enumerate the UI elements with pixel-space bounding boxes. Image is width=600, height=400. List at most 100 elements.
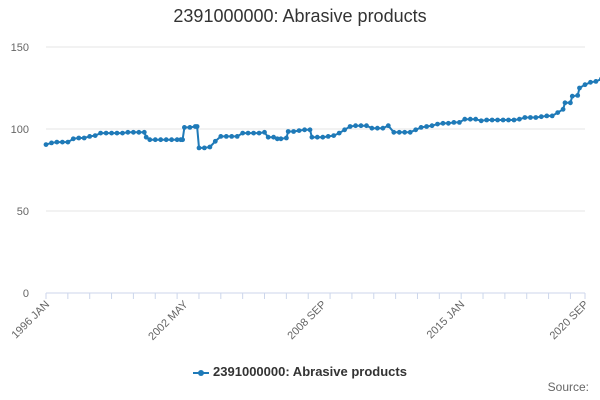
- data-point[interactable]: [291, 129, 296, 134]
- data-point[interactable]: [435, 121, 440, 127]
- data-point[interactable]: [380, 125, 386, 131]
- data-point[interactable]: [500, 117, 506, 123]
- data-point[interactable]: [109, 130, 114, 136]
- data-point[interactable]: [54, 139, 60, 145]
- data-point[interactable]: [385, 123, 391, 129]
- data-point[interactable]: [284, 135, 289, 141]
- data-point[interactable]: [424, 124, 429, 129]
- data-point[interactable]: [245, 130, 251, 136]
- data-point[interactable]: [342, 127, 347, 133]
- data-point[interactable]: [120, 130, 125, 136]
- data-point[interactable]: [229, 134, 235, 139]
- data-point[interactable]: [489, 117, 495, 123]
- data-point[interactable]: [588, 79, 593, 85]
- data-point[interactable]: [569, 93, 575, 99]
- data-point[interactable]: [517, 116, 522, 122]
- data-point[interactable]: [296, 128, 302, 134]
- data-point[interactable]: [402, 129, 408, 135]
- data-point[interactable]: [212, 138, 218, 144]
- data-point[interactable]: [218, 134, 224, 139]
- data-point[interactable]: [302, 127, 307, 133]
- data-point[interactable]: [131, 129, 136, 135]
- data-point[interactable]: [347, 124, 353, 129]
- data-point[interactable]: [336, 130, 342, 136]
- data-point[interactable]: [555, 110, 561, 115]
- data-point[interactable]: [473, 116, 479, 122]
- data-point[interactable]: [262, 129, 267, 135]
- data-point[interactable]: [103, 130, 109, 136]
- data-point[interactable]: [484, 117, 490, 123]
- data-point[interactable]: [202, 145, 207, 151]
- data-point[interactable]: [314, 134, 320, 140]
- data-point[interactable]: [98, 130, 103, 136]
- data-point[interactable]: [125, 129, 131, 135]
- data-point[interactable]: [522, 115, 528, 120]
- data-point[interactable]: [60, 139, 65, 145]
- data-point[interactable]: [593, 79, 599, 84]
- data-point[interactable]: [152, 137, 158, 143]
- data-point[interactable]: [467, 116, 473, 122]
- data-point[interactable]: [358, 123, 364, 129]
- data-point[interactable]: [65, 139, 71, 145]
- data-point[interactable]: [353, 123, 358, 129]
- data-point[interactable]: [143, 134, 149, 140]
- data-point[interactable]: [180, 137, 186, 143]
- data-point[interactable]: [457, 120, 462, 125]
- data-point[interactable]: [240, 130, 246, 136]
- data-point[interactable]: [568, 100, 573, 106]
- data-point[interactable]: [440, 120, 446, 126]
- data-point[interactable]: [375, 125, 380, 131]
- data-point[interactable]: [495, 117, 500, 123]
- data-point[interactable]: [544, 113, 550, 119]
- data-point[interactable]: [369, 125, 375, 131]
- data-point[interactable]: [506, 117, 511, 123]
- data-point[interactable]: [320, 134, 326, 140]
- data-point[interactable]: [43, 142, 49, 148]
- data-point[interactable]: [285, 129, 291, 134]
- data-point[interactable]: [396, 129, 402, 135]
- data-point[interactable]: [251, 130, 256, 136]
- data-point[interactable]: [528, 115, 533, 120]
- data-point[interactable]: [182, 125, 187, 130]
- data-point[interactable]: [163, 137, 169, 143]
- data-point[interactable]: [49, 140, 54, 146]
- data-point[interactable]: [274, 136, 280, 142]
- data-point[interactable]: [478, 118, 484, 124]
- data-point[interactable]: [577, 85, 582, 91]
- data-point[interactable]: [462, 116, 468, 122]
- data-point[interactable]: [575, 93, 581, 98]
- data-point[interactable]: [141, 129, 147, 135]
- data-point[interactable]: [158, 137, 164, 143]
- data-point[interactable]: [92, 133, 98, 139]
- data-point[interactable]: [87, 134, 93, 139]
- data-point[interactable]: [511, 117, 517, 123]
- data-point[interactable]: [169, 137, 175, 143]
- source-credits[interactable]: Source:: [547, 380, 589, 394]
- legend[interactable]: 2391000000: Abrasive products: [0, 364, 600, 379]
- data-point[interactable]: [174, 137, 180, 143]
- data-point[interactable]: [391, 129, 397, 135]
- data-point[interactable]: [307, 127, 313, 133]
- data-point[interactable]: [136, 129, 142, 135]
- data-point[interactable]: [446, 120, 451, 126]
- series-group[interactable]: [43, 77, 600, 151]
- data-point[interactable]: [76, 135, 82, 141]
- data-point[interactable]: [223, 134, 229, 139]
- data-point[interactable]: [207, 144, 213, 150]
- data-point[interactable]: [549, 113, 555, 119]
- data-point[interactable]: [364, 123, 369, 129]
- data-point[interactable]: [147, 137, 153, 143]
- data-point[interactable]: [429, 123, 435, 129]
- data-point[interactable]: [309, 134, 315, 140]
- data-point[interactable]: [331, 133, 337, 139]
- data-point[interactable]: [265, 134, 271, 140]
- data-point[interactable]: [271, 134, 276, 140]
- data-point[interactable]: [562, 100, 568, 106]
- data-point[interactable]: [114, 130, 120, 136]
- data-point[interactable]: [325, 134, 331, 139]
- data-point[interactable]: [196, 145, 202, 151]
- data-point[interactable]: [70, 136, 76, 142]
- data-point[interactable]: [418, 125, 424, 130]
- data-point[interactable]: [407, 129, 413, 135]
- data-point[interactable]: [582, 82, 588, 88]
